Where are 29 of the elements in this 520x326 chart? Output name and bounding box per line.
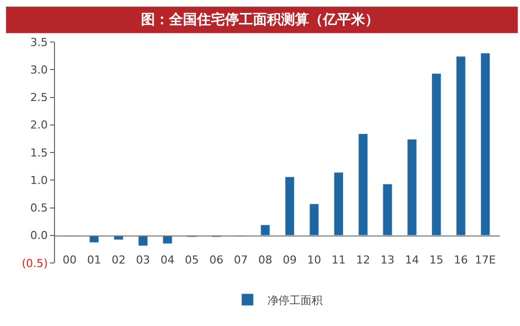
y-tick-label: 1.5: [30, 146, 48, 160]
x-tick-label: 00: [62, 254, 77, 267]
x-tick-label: 05: [184, 254, 199, 267]
y-tick-label: (0.5): [22, 256, 48, 270]
x-tick-label: 13: [380, 254, 395, 267]
x-tick-label: 06: [209, 254, 224, 267]
x-tick-label: 02: [112, 254, 126, 267]
y-tick-label: 0.0: [30, 229, 48, 242]
legend-label: 净停工面积: [268, 294, 322, 307]
x-tick-label: 12: [356, 254, 370, 267]
x-tick-label: 17E: [474, 254, 496, 267]
y-tick-label: 0.5: [30, 202, 48, 215]
x-tick-label: 01: [87, 254, 102, 267]
x-tick-label: 04: [160, 254, 174, 267]
x-tick-label: 03: [136, 254, 150, 267]
y-tick-label: 2.5: [30, 91, 48, 104]
x-tick-label: 14: [404, 254, 419, 267]
x-tick-label: 11: [332, 254, 346, 267]
x-tick-label: 15: [429, 254, 444, 267]
chart-title: 图：全国住宅停工面积测算（亿平米）: [141, 11, 379, 28]
y-tick-label: 1.0: [30, 174, 48, 187]
y-tick-label: 2.0: [30, 118, 48, 132]
x-tick-label: 16: [454, 254, 468, 267]
x-tick-label: 09: [282, 254, 297, 267]
x-tick-label: 10: [307, 254, 322, 267]
x-tick-label: 07: [234, 254, 248, 267]
y-tick-label: 3.0: [30, 63, 48, 76]
x-tick-label: 08: [258, 254, 272, 267]
y-tick-label: 3.5: [30, 36, 48, 49]
